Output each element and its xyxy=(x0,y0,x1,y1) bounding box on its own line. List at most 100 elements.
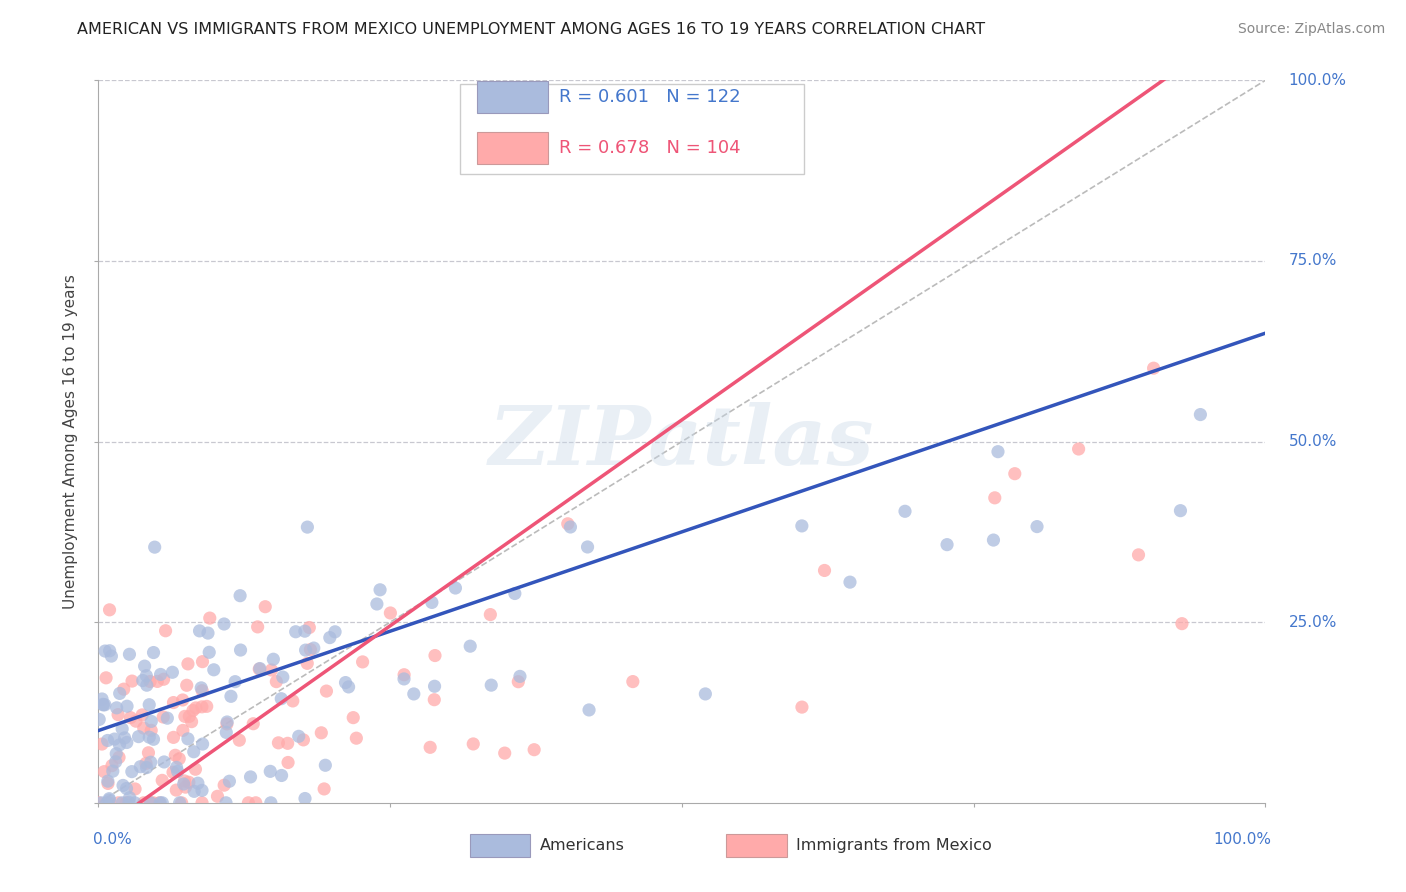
Point xyxy=(184,701,207,715)
Point xyxy=(111,722,134,736)
Point xyxy=(172,693,194,707)
Point xyxy=(141,723,163,738)
Point xyxy=(94,671,117,685)
Point xyxy=(197,626,219,640)
Point xyxy=(176,678,198,692)
Point xyxy=(284,624,307,639)
Point xyxy=(247,662,270,676)
Point xyxy=(1171,616,1194,631)
Point xyxy=(503,586,526,600)
Point xyxy=(150,773,173,788)
Point xyxy=(254,599,277,614)
Point xyxy=(135,669,157,683)
Point xyxy=(138,746,160,760)
Point xyxy=(621,674,644,689)
Point xyxy=(97,733,120,747)
Point xyxy=(315,684,337,698)
Point xyxy=(444,581,467,595)
Point xyxy=(170,796,193,810)
Point xyxy=(129,760,152,774)
Point xyxy=(790,700,813,714)
Point xyxy=(479,678,502,692)
Point xyxy=(118,790,141,805)
FancyBboxPatch shape xyxy=(470,834,530,857)
Point xyxy=(557,516,579,531)
Point xyxy=(342,711,364,725)
Point xyxy=(202,663,225,677)
Point xyxy=(142,732,165,747)
Text: Immigrants from Mexico: Immigrants from Mexico xyxy=(796,838,993,853)
Point xyxy=(287,729,309,743)
Point xyxy=(463,737,485,751)
Point xyxy=(302,641,325,656)
Point xyxy=(162,665,184,680)
Point xyxy=(314,781,336,796)
Point xyxy=(173,709,195,723)
Point xyxy=(148,796,170,810)
Point xyxy=(215,796,238,810)
Point xyxy=(212,617,235,632)
Point xyxy=(177,775,200,789)
Point xyxy=(392,672,415,686)
Point xyxy=(198,645,221,659)
Point xyxy=(292,732,315,747)
Point xyxy=(89,713,111,727)
Point xyxy=(166,764,188,779)
Point xyxy=(96,796,118,810)
Point xyxy=(509,669,531,683)
Point xyxy=(294,643,316,657)
Point xyxy=(87,796,110,810)
Point xyxy=(132,673,155,688)
Point xyxy=(180,714,202,729)
Point xyxy=(143,540,166,554)
Point xyxy=(352,655,374,669)
Point xyxy=(101,758,124,772)
Point xyxy=(138,730,160,744)
Point xyxy=(139,756,162,770)
Point xyxy=(215,717,238,731)
Point xyxy=(297,520,319,534)
Point xyxy=(423,648,446,663)
Point xyxy=(207,789,229,804)
Point xyxy=(319,631,342,645)
Text: 100.0%: 100.0% xyxy=(1213,831,1271,847)
Point xyxy=(181,704,204,718)
Point xyxy=(179,709,201,723)
FancyBboxPatch shape xyxy=(460,84,804,174)
Point xyxy=(195,699,218,714)
Point xyxy=(174,780,197,794)
Text: 50.0%: 50.0% xyxy=(1289,434,1337,449)
Point xyxy=(108,738,131,752)
Point xyxy=(112,779,135,793)
Point xyxy=(392,667,415,681)
Point xyxy=(423,679,446,693)
Point xyxy=(118,648,141,662)
Point xyxy=(419,740,441,755)
Point xyxy=(132,796,155,810)
FancyBboxPatch shape xyxy=(727,834,787,857)
Point xyxy=(104,755,127,769)
Point xyxy=(311,726,333,740)
Text: ZIPatlas: ZIPatlas xyxy=(489,401,875,482)
Point xyxy=(103,732,125,747)
Point xyxy=(402,687,425,701)
Point xyxy=(166,760,188,774)
Point xyxy=(215,725,238,739)
Point xyxy=(423,692,446,706)
Point xyxy=(380,606,402,620)
Point xyxy=(90,796,112,810)
Point xyxy=(984,491,1007,505)
Text: Source: ZipAtlas.com: Source: ZipAtlas.com xyxy=(1237,22,1385,37)
Point xyxy=(262,652,284,666)
Point xyxy=(111,796,134,810)
Point xyxy=(139,796,162,810)
Point xyxy=(1170,503,1192,517)
Point xyxy=(266,674,288,689)
Point xyxy=(366,597,388,611)
Point xyxy=(277,756,299,770)
Point xyxy=(187,776,209,790)
Point xyxy=(246,620,269,634)
Point xyxy=(124,781,146,796)
Point xyxy=(249,661,271,675)
Point xyxy=(167,752,190,766)
